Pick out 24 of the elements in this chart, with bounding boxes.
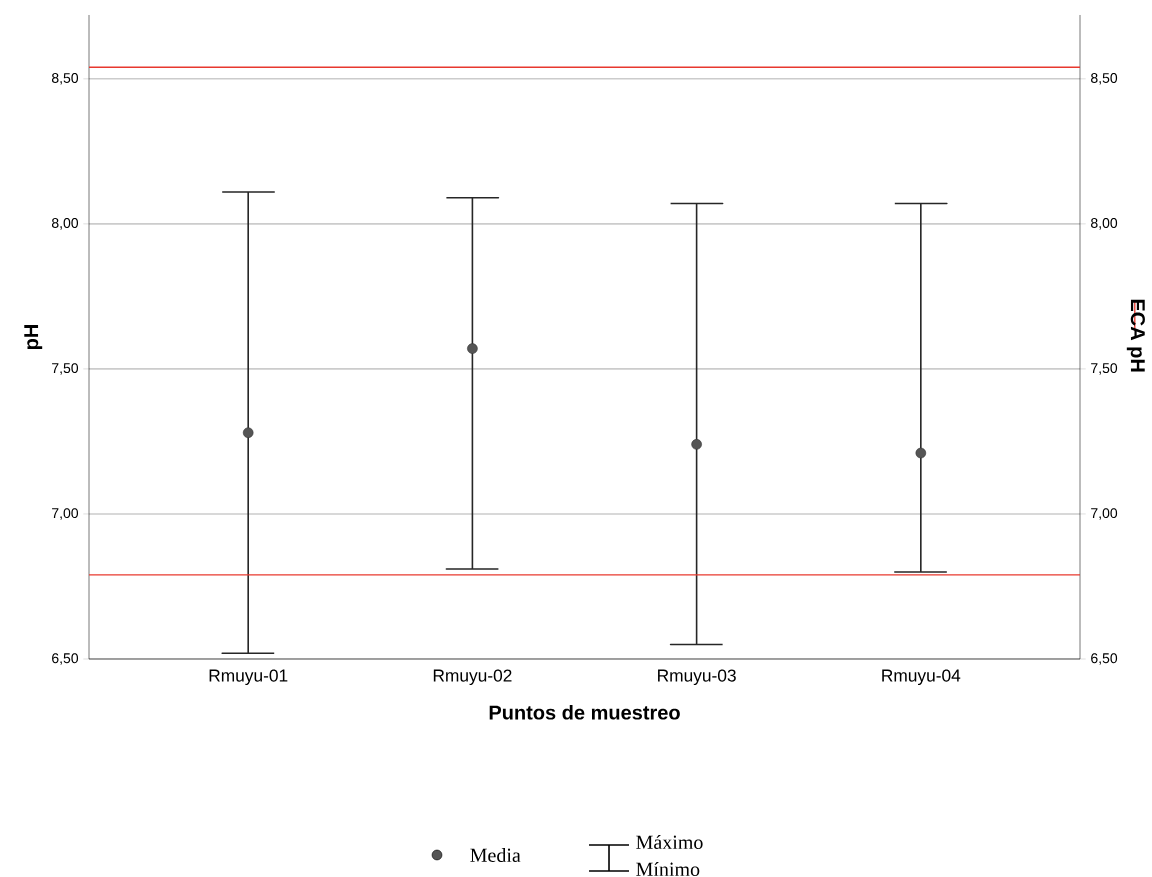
y2-tick-label: 6,50 [1091, 653, 1118, 665]
point [467, 343, 478, 354]
text: Máximo [636, 834, 703, 850]
x-axis-title: Puntos de muestreo [489, 704, 680, 720]
y2-tick-label: 8,50 [1091, 73, 1118, 85]
legend-label: Media [470, 847, 521, 863]
text: Mínimo [636, 861, 700, 877]
x-tick-label: Rmuyu-02 [433, 669, 512, 686]
y-tick-label: 7,50 [52, 363, 79, 375]
x-tick-label: Rmuyu-03 [658, 669, 736, 686]
y2-tick-label: 7,50 [1091, 363, 1118, 375]
point [242, 427, 254, 438]
y-axis-title: pH [24, 325, 43, 350]
y-tick-label: 8,00 [51, 218, 79, 230]
point [691, 439, 702, 450]
y-tick-label: 7,00 [52, 508, 79, 520]
x-tick-label: Rmuyu-04 [882, 669, 961, 686]
point [915, 447, 927, 459]
y2-tick-label: 8,00 [1091, 218, 1118, 230]
x-tick-label: Rmuyu-01 [209, 669, 288, 686]
y-tick-label: 6,50 [52, 653, 79, 665]
y2-axis-title: ECA pH [1126, 299, 1145, 372]
y2-tick-label: 7,00 [1091, 508, 1118, 520]
y-tick-label: 8,50 [51, 73, 79, 85]
